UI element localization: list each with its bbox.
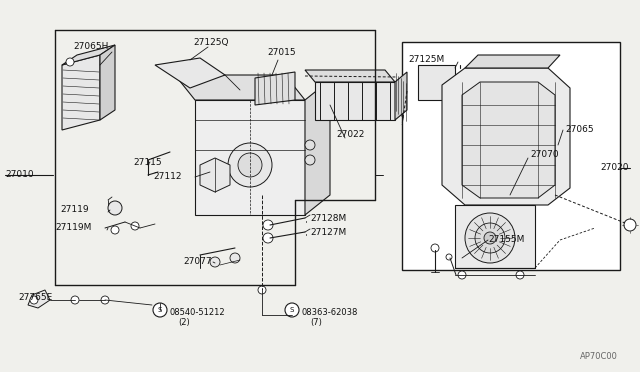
- Text: 08363-62038: 08363-62038: [302, 308, 358, 317]
- Polygon shape: [62, 55, 100, 130]
- Polygon shape: [155, 58, 225, 88]
- Text: 27125Q: 27125Q: [193, 38, 228, 47]
- Circle shape: [30, 296, 38, 304]
- Text: 27065H: 27065H: [73, 42, 108, 51]
- Circle shape: [71, 296, 79, 304]
- Polygon shape: [395, 72, 407, 120]
- Text: 27077: 27077: [183, 257, 212, 266]
- Text: 27128M: 27128M: [310, 214, 346, 223]
- Circle shape: [263, 220, 273, 230]
- Text: 27015: 27015: [267, 48, 296, 57]
- Bar: [402, 42, 620, 270]
- Polygon shape: [62, 45, 115, 65]
- Circle shape: [210, 257, 220, 267]
- Text: 27155M: 27155M: [488, 235, 524, 244]
- Circle shape: [431, 244, 439, 252]
- Text: (2): (2): [178, 318, 189, 327]
- Text: 27022: 27022: [336, 130, 364, 139]
- Circle shape: [230, 253, 240, 263]
- Text: 27119: 27119: [60, 205, 88, 214]
- Circle shape: [624, 219, 636, 231]
- Polygon shape: [100, 45, 115, 120]
- Polygon shape: [442, 68, 570, 205]
- Circle shape: [101, 296, 109, 304]
- Text: 27010: 27010: [5, 170, 34, 179]
- Text: 08540-51212: 08540-51212: [170, 308, 226, 317]
- Circle shape: [305, 155, 315, 165]
- Polygon shape: [455, 205, 535, 268]
- Circle shape: [446, 254, 452, 260]
- Text: 27112: 27112: [153, 172, 182, 181]
- Polygon shape: [200, 158, 230, 192]
- Polygon shape: [255, 72, 295, 105]
- Circle shape: [484, 232, 496, 244]
- Text: 27065: 27065: [565, 125, 594, 134]
- Circle shape: [131, 222, 139, 230]
- Text: 27125M: 27125M: [408, 55, 444, 64]
- Circle shape: [475, 223, 505, 253]
- Circle shape: [108, 201, 122, 215]
- Polygon shape: [305, 70, 395, 82]
- Polygon shape: [465, 55, 560, 68]
- Polygon shape: [175, 75, 305, 100]
- Circle shape: [258, 286, 266, 294]
- Text: 27070: 27070: [530, 150, 559, 159]
- Circle shape: [111, 226, 119, 234]
- Polygon shape: [28, 290, 50, 308]
- Circle shape: [465, 213, 515, 263]
- Text: AP70C00: AP70C00: [580, 352, 618, 361]
- Polygon shape: [462, 82, 555, 198]
- Polygon shape: [315, 82, 395, 120]
- Text: 27115: 27115: [133, 158, 162, 167]
- Text: 27765E: 27765E: [18, 293, 52, 302]
- Circle shape: [516, 271, 524, 279]
- Text: S: S: [290, 307, 294, 313]
- Text: (7): (7): [310, 318, 322, 327]
- Circle shape: [238, 153, 262, 177]
- Circle shape: [228, 143, 272, 187]
- Text: 27127M: 27127M: [310, 228, 346, 237]
- Polygon shape: [305, 80, 330, 215]
- Circle shape: [458, 271, 466, 279]
- Polygon shape: [195, 100, 305, 215]
- Text: 27020: 27020: [600, 163, 628, 172]
- Text: 27119M: 27119M: [55, 223, 92, 232]
- Text: S: S: [158, 307, 162, 313]
- Circle shape: [285, 303, 299, 317]
- Polygon shape: [418, 65, 455, 100]
- Circle shape: [305, 140, 315, 150]
- Circle shape: [263, 233, 273, 243]
- Circle shape: [66, 58, 74, 66]
- Circle shape: [153, 303, 167, 317]
